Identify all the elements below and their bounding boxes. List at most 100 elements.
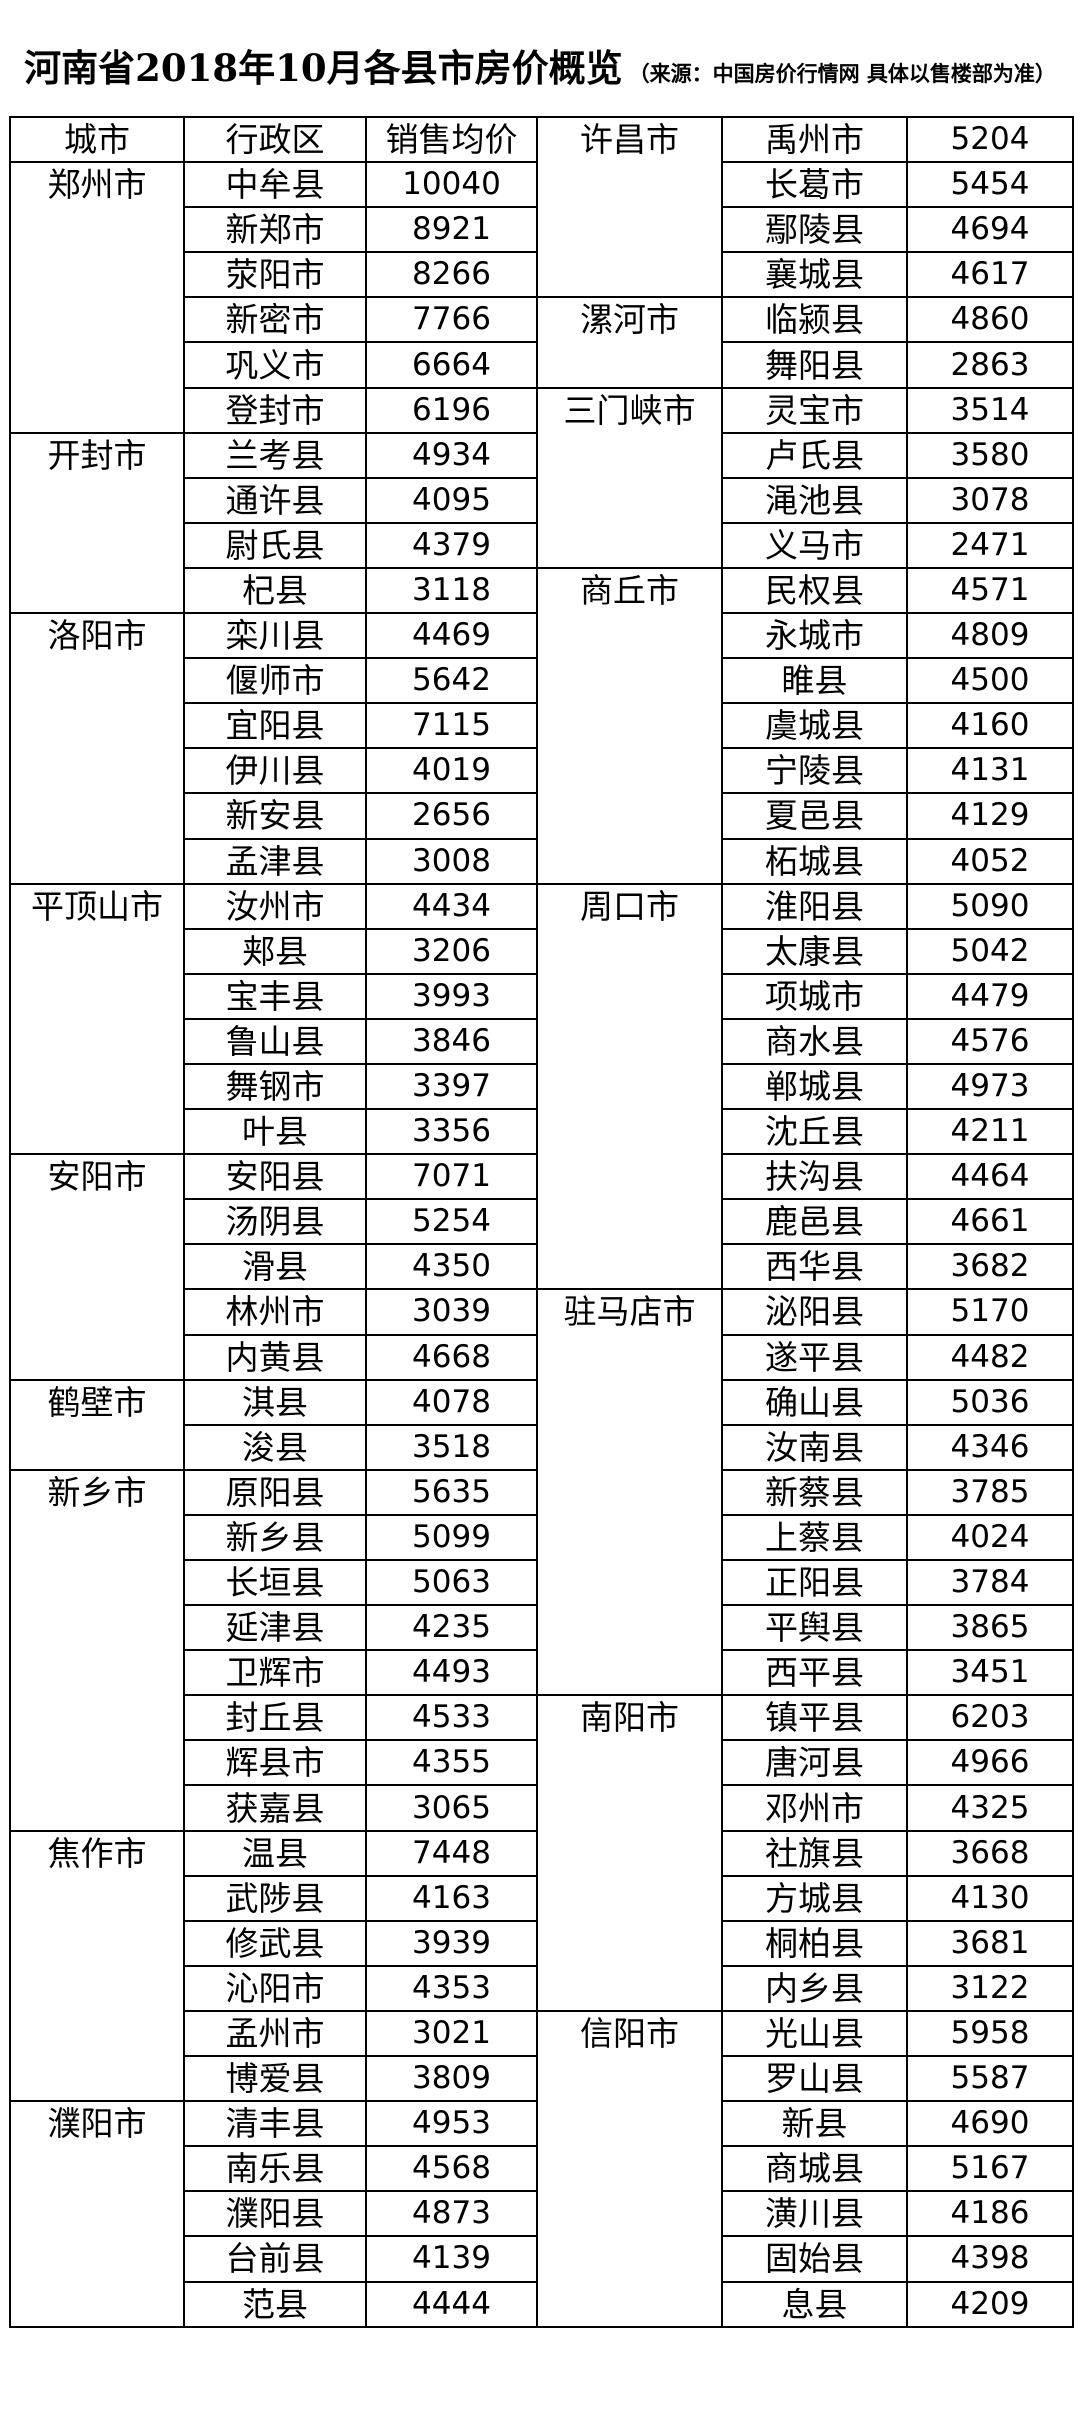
price: 4019 bbox=[365, 747, 538, 795]
price: 6203 bbox=[906, 1694, 1074, 1742]
district: 尉氏县 bbox=[183, 521, 367, 569]
price: 4533 bbox=[365, 1694, 538, 1742]
district: 舞阳县 bbox=[721, 341, 908, 389]
district: 辉县市 bbox=[183, 1739, 367, 1787]
price: 4617 bbox=[906, 251, 1074, 299]
city: 开封市 bbox=[9, 431, 185, 615]
price: 4469 bbox=[365, 612, 538, 660]
district: 郏县 bbox=[183, 927, 367, 975]
city: 郑州市 bbox=[9, 161, 185, 434]
price: 5042 bbox=[906, 927, 1074, 975]
district: 郸城县 bbox=[721, 1062, 908, 1111]
district: 新县 bbox=[721, 2100, 908, 2148]
district: 范县 bbox=[183, 2280, 367, 2328]
district: 宁陵县 bbox=[721, 747, 908, 795]
price: 4479 bbox=[906, 972, 1074, 1020]
price: 4500 bbox=[906, 657, 1074, 705]
city: 周口市 bbox=[536, 882, 723, 1291]
table-row: 新郑市 8921 鄢陵县 4694 bbox=[10, 206, 1074, 254]
table-row: 舞钢市 3397 郸城县 4973 bbox=[10, 1062, 1074, 1111]
price: 7071 bbox=[365, 1153, 538, 1201]
price: 4953 bbox=[365, 2100, 538, 2148]
district: 太康县 bbox=[721, 927, 908, 975]
district: 项城市 bbox=[721, 972, 908, 1020]
price: 4973 bbox=[906, 1062, 1074, 1111]
district: 南乐县 bbox=[183, 2145, 367, 2193]
table-row: 鲁山县 3846 商水县 4576 bbox=[10, 1017, 1074, 1065]
table-row: 汤阴县 5254 鹿邑县 4661 bbox=[10, 1198, 1074, 1246]
district: 鲁山县 bbox=[183, 1017, 367, 1065]
district: 商水县 bbox=[721, 1017, 908, 1065]
table-row: 延津县 4235 平舆县 3865 bbox=[10, 1604, 1074, 1652]
price: 4934 bbox=[365, 431, 538, 479]
source-note: （来源：中国房价行情网 具体以售楼部为准） bbox=[628, 61, 1056, 86]
district: 巩义市 bbox=[183, 341, 367, 389]
column-header: 城市 bbox=[9, 115, 185, 164]
price: 3580 bbox=[906, 431, 1074, 479]
table-body: 城市 行政区 销售均价 许昌市 禹州市 5204 郑州市 中牟县 10040 长葛市 5454 新郑市… bbox=[9, 115, 1074, 2328]
district: 上蔡县 bbox=[721, 1513, 908, 1562]
price: 4809 bbox=[906, 612, 1074, 660]
district: 光山县 bbox=[721, 2009, 908, 2058]
price: 3682 bbox=[906, 1243, 1074, 1291]
price: 8921 bbox=[365, 206, 538, 254]
district: 登封市 bbox=[183, 386, 367, 434]
price: 3356 bbox=[365, 1108, 538, 1156]
column-header: 行政区 bbox=[183, 115, 367, 164]
table-row: 荥阳市 8266 襄城县 4617 bbox=[10, 251, 1074, 299]
district: 平舆县 bbox=[721, 1604, 908, 1652]
district: 清丰县 bbox=[183, 2100, 367, 2148]
district: 方城县 bbox=[721, 1874, 908, 1922]
table-row: 安阳市 安阳县 7071 扶沟县 4464 bbox=[9, 1153, 1074, 1381]
price: 3939 bbox=[365, 1919, 538, 1967]
district: 泌阳县 bbox=[721, 1288, 908, 1336]
table-row: 博爱县 3809 罗山县 5587 bbox=[10, 2055, 1074, 2103]
table-row: 武陟县 4163 方城县 4130 bbox=[10, 1874, 1074, 1922]
price: 3021 bbox=[365, 2009, 538, 2058]
district: 滑县 bbox=[183, 1243, 367, 1291]
district: 商城县 bbox=[721, 2145, 908, 2193]
price: 4346 bbox=[906, 1423, 1074, 1471]
district: 潢川县 bbox=[721, 2190, 908, 2238]
price: 2656 bbox=[365, 792, 538, 840]
price: 4482 bbox=[906, 1333, 1074, 1381]
district: 夏邑县 bbox=[721, 792, 908, 840]
price: 4355 bbox=[365, 1739, 538, 1787]
district: 淇县 bbox=[183, 1378, 367, 1426]
table-row: 卫辉市 4493 西平县 3451 bbox=[10, 1649, 1074, 1697]
price: 4095 bbox=[365, 476, 538, 524]
table-row: 滑县 4350 西华县 3682 bbox=[10, 1243, 1074, 1291]
table-row: 偃师市 5642 睢县 4500 bbox=[10, 657, 1074, 705]
district: 西平县 bbox=[721, 1649, 908, 1697]
price: 6664 bbox=[365, 341, 538, 389]
price: 4444 bbox=[365, 2280, 538, 2328]
district: 新郑市 bbox=[183, 206, 367, 254]
city: 许昌市 bbox=[536, 115, 723, 299]
price: 3865 bbox=[906, 1604, 1074, 1652]
price: 3784 bbox=[906, 1558, 1074, 1607]
table-row: 巩义市 6664 舞阳县 2863 bbox=[10, 341, 1074, 389]
title-bar: 河南省2018年10月各县市房价概览 （来源：中国房价行情网 具体以售楼部为准） bbox=[0, 38, 1080, 92]
price: 8266 bbox=[365, 251, 538, 299]
city: 驻马店市 bbox=[536, 1288, 723, 1697]
price: 5204 bbox=[906, 115, 1074, 164]
district: 林州市 bbox=[183, 1288, 367, 1336]
district: 汤阴县 bbox=[183, 1198, 367, 1246]
district: 临颍县 bbox=[721, 296, 908, 344]
table-row: 新乡县 5099 上蔡县 4024 bbox=[10, 1513, 1074, 1562]
table-row: 郑州市 中牟县 10040 长葛市 5454 bbox=[9, 161, 1074, 434]
district: 灵宝市 bbox=[721, 386, 908, 434]
district: 濮阳县 bbox=[183, 2190, 367, 2238]
price: 3122 bbox=[906, 1964, 1074, 2012]
price: 4325 bbox=[906, 1784, 1074, 1832]
district: 卢氏县 bbox=[721, 431, 908, 479]
price: 5090 bbox=[906, 882, 1074, 930]
price: 3078 bbox=[906, 476, 1074, 524]
city: 三门峡市 bbox=[536, 386, 723, 569]
city: 洛阳市 bbox=[9, 612, 185, 885]
table-row: 濮阳县 4873 潢川县 4186 bbox=[10, 2190, 1074, 2238]
district: 鄢陵县 bbox=[721, 206, 908, 254]
district: 睢县 bbox=[721, 657, 908, 705]
price: 4353 bbox=[365, 1964, 538, 2012]
